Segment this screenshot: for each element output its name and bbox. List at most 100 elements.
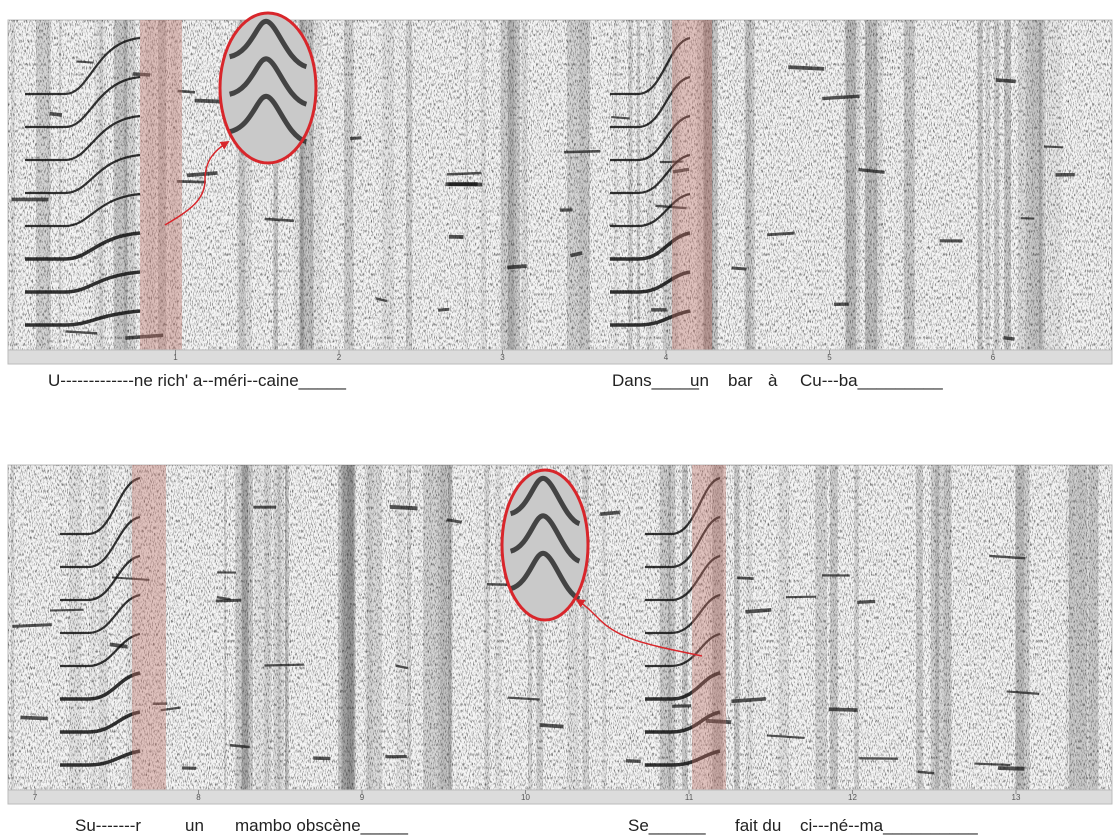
harmonic	[610, 153, 691, 195]
noise-band	[916, 465, 923, 790]
noise-band	[628, 20, 633, 350]
harmonic	[610, 192, 691, 228]
formant-dash	[917, 770, 935, 775]
highlight-band	[692, 465, 726, 790]
formant-dash	[1043, 145, 1064, 149]
formant-dash	[132, 72, 151, 77]
noise-band	[1004, 20, 1011, 350]
noise-band	[284, 465, 288, 790]
harmonic	[645, 593, 721, 635]
time-ruler	[7, 349, 1113, 365]
formant-dash	[49, 608, 84, 612]
formant-dash	[705, 718, 732, 725]
noise-band	[484, 465, 490, 790]
noise-band	[273, 465, 281, 790]
zoom-harmonic	[509, 550, 581, 602]
ruler-label: 8	[196, 793, 201, 802]
formant-dash	[998, 766, 1025, 771]
harmonic	[25, 192, 141, 228]
noise-band	[994, 20, 1000, 350]
noise-band	[521, 20, 528, 350]
noise-band	[682, 465, 688, 790]
formant-dash	[438, 307, 450, 312]
harmonic	[25, 153, 141, 195]
noise-band	[985, 20, 991, 350]
ruler-label: 6	[991, 353, 996, 362]
noise-band	[778, 465, 790, 790]
noise-band	[366, 465, 383, 790]
formant-dash	[672, 704, 692, 708]
noise-band	[935, 465, 951, 790]
formant-dash	[229, 743, 250, 749]
ruler-label: 2	[337, 353, 342, 362]
noise-band	[1032, 20, 1043, 350]
noise-band	[527, 465, 533, 790]
harmonic	[60, 710, 141, 734]
harmonic	[610, 309, 691, 327]
formant-dash	[1006, 690, 1040, 695]
noise-band	[285, 465, 289, 790]
harmonic	[60, 749, 141, 767]
lyric: mambo obscène_____	[235, 816, 409, 835]
formant-dash	[111, 576, 150, 581]
noise-band	[865, 20, 873, 350]
harmonic	[60, 593, 141, 635]
harmonic	[610, 36, 691, 96]
noise-band	[1065, 465, 1071, 790]
noise-band	[347, 465, 356, 790]
noise-band	[264, 465, 272, 790]
ruler-label: 1	[173, 353, 178, 362]
formant-dash	[507, 696, 540, 701]
noise-band	[47, 20, 50, 350]
noise-band	[170, 20, 178, 350]
noise-band	[845, 20, 856, 350]
noise-band	[364, 465, 373, 790]
formant-dash	[766, 231, 795, 237]
formant-dash	[375, 297, 388, 303]
noise-band	[480, 20, 487, 350]
noise-band	[68, 465, 82, 790]
noise-band	[614, 20, 618, 350]
noise-band	[696, 20, 706, 350]
noise-band	[273, 20, 278, 350]
noise-band	[495, 465, 502, 790]
formant-dash	[989, 554, 1026, 560]
noise-band	[745, 20, 755, 350]
formant-dash	[313, 756, 331, 761]
lyric: Se______	[628, 816, 706, 835]
noise-band	[662, 20, 670, 350]
lyric: Dans_____	[612, 371, 700, 390]
harmonic	[645, 554, 721, 602]
ruler-label: 12	[848, 793, 857, 802]
formant-dash	[216, 595, 231, 601]
formant-dash	[731, 696, 767, 704]
formant-dash	[395, 664, 409, 670]
harmonic	[645, 515, 721, 569]
formant-dash	[788, 65, 825, 71]
formant-dash	[995, 78, 1016, 84]
harmonic	[610, 270, 691, 294]
formant-dash	[76, 60, 94, 64]
formant-dash	[766, 734, 805, 740]
harmonic	[645, 671, 721, 701]
formant-dash	[177, 180, 206, 184]
noise-band	[113, 20, 128, 350]
formant-dash	[507, 264, 527, 270]
noise-band	[930, 465, 940, 790]
highlight-band	[140, 20, 182, 350]
formant-dash	[1003, 335, 1015, 341]
noise-band	[864, 20, 878, 350]
formant-dash	[857, 599, 876, 605]
noise-band	[733, 465, 740, 790]
noise-band	[277, 465, 284, 790]
formant-dash	[626, 759, 641, 763]
formant-dash	[745, 607, 772, 614]
noise-band	[440, 465, 448, 790]
noise-band	[646, 20, 655, 350]
noise-band	[844, 20, 861, 350]
noise-band	[977, 20, 983, 350]
lyric: un	[185, 816, 204, 835]
noise-band	[582, 465, 589, 790]
formant-dash	[194, 98, 221, 104]
formant-dash	[160, 706, 181, 712]
